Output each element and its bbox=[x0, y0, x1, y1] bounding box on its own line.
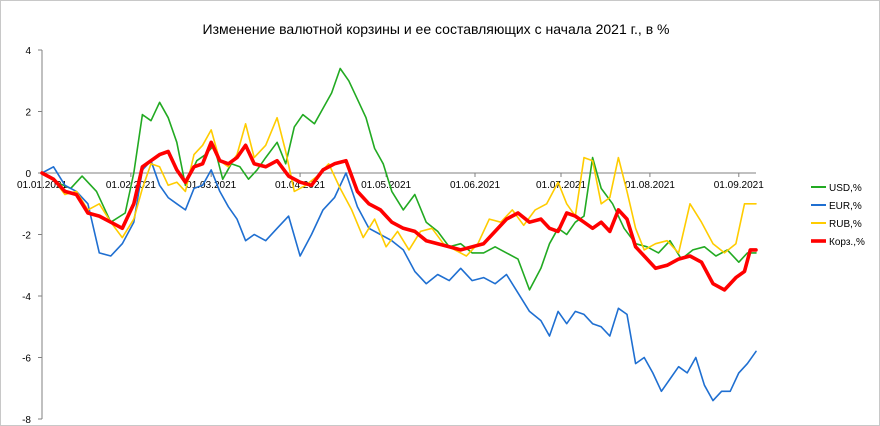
y-tick-label: -2 bbox=[22, 231, 31, 242]
legend-label: USD,% bbox=[829, 183, 862, 194]
x-tick-label: 01.09.2021 bbox=[714, 180, 764, 191]
legend: USD,% EUR,% RUB,% Корз.,% bbox=[811, 183, 865, 248]
chart-title: Изменение валютной корзины и ее составля… bbox=[203, 21, 670, 37]
x-tick-label: 01.05.2021 bbox=[361, 180, 411, 191]
series-line-1 bbox=[41, 67, 757, 291]
y-tick-label: -6 bbox=[22, 354, 31, 365]
x-tick-label: 01.01.2021 bbox=[17, 180, 67, 191]
x-tick-label: 01.08.2021 bbox=[625, 180, 675, 191]
y-tick-label: -4 bbox=[22, 292, 31, 303]
y-tick-label: 4 bbox=[25, 46, 31, 57]
y-tick-label: -8 bbox=[22, 415, 31, 426]
x-tick-label: 01.07.2021 bbox=[536, 180, 586, 191]
series-line-3 bbox=[41, 116, 757, 257]
legend-label: Корз.,% bbox=[829, 237, 865, 248]
x-tick-label: 01.06.2021 bbox=[450, 180, 500, 191]
legend-label: RUB,% bbox=[829, 219, 862, 230]
series-line-2 bbox=[41, 159, 757, 402]
legend-label: EUR,% bbox=[829, 201, 862, 212]
plot-area: 420-2-4-6-801.01.2021 01.02.2021 01.03.202… bbox=[17, 46, 764, 426]
y-tick-label: 2 bbox=[25, 108, 31, 119]
x-tick-label: 01.03.2021 bbox=[186, 180, 236, 191]
y-tick-label: 0 bbox=[25, 169, 31, 180]
series-line-4 bbox=[40, 140, 758, 292]
x-tick-label: 01.04.2021 bbox=[275, 180, 325, 191]
